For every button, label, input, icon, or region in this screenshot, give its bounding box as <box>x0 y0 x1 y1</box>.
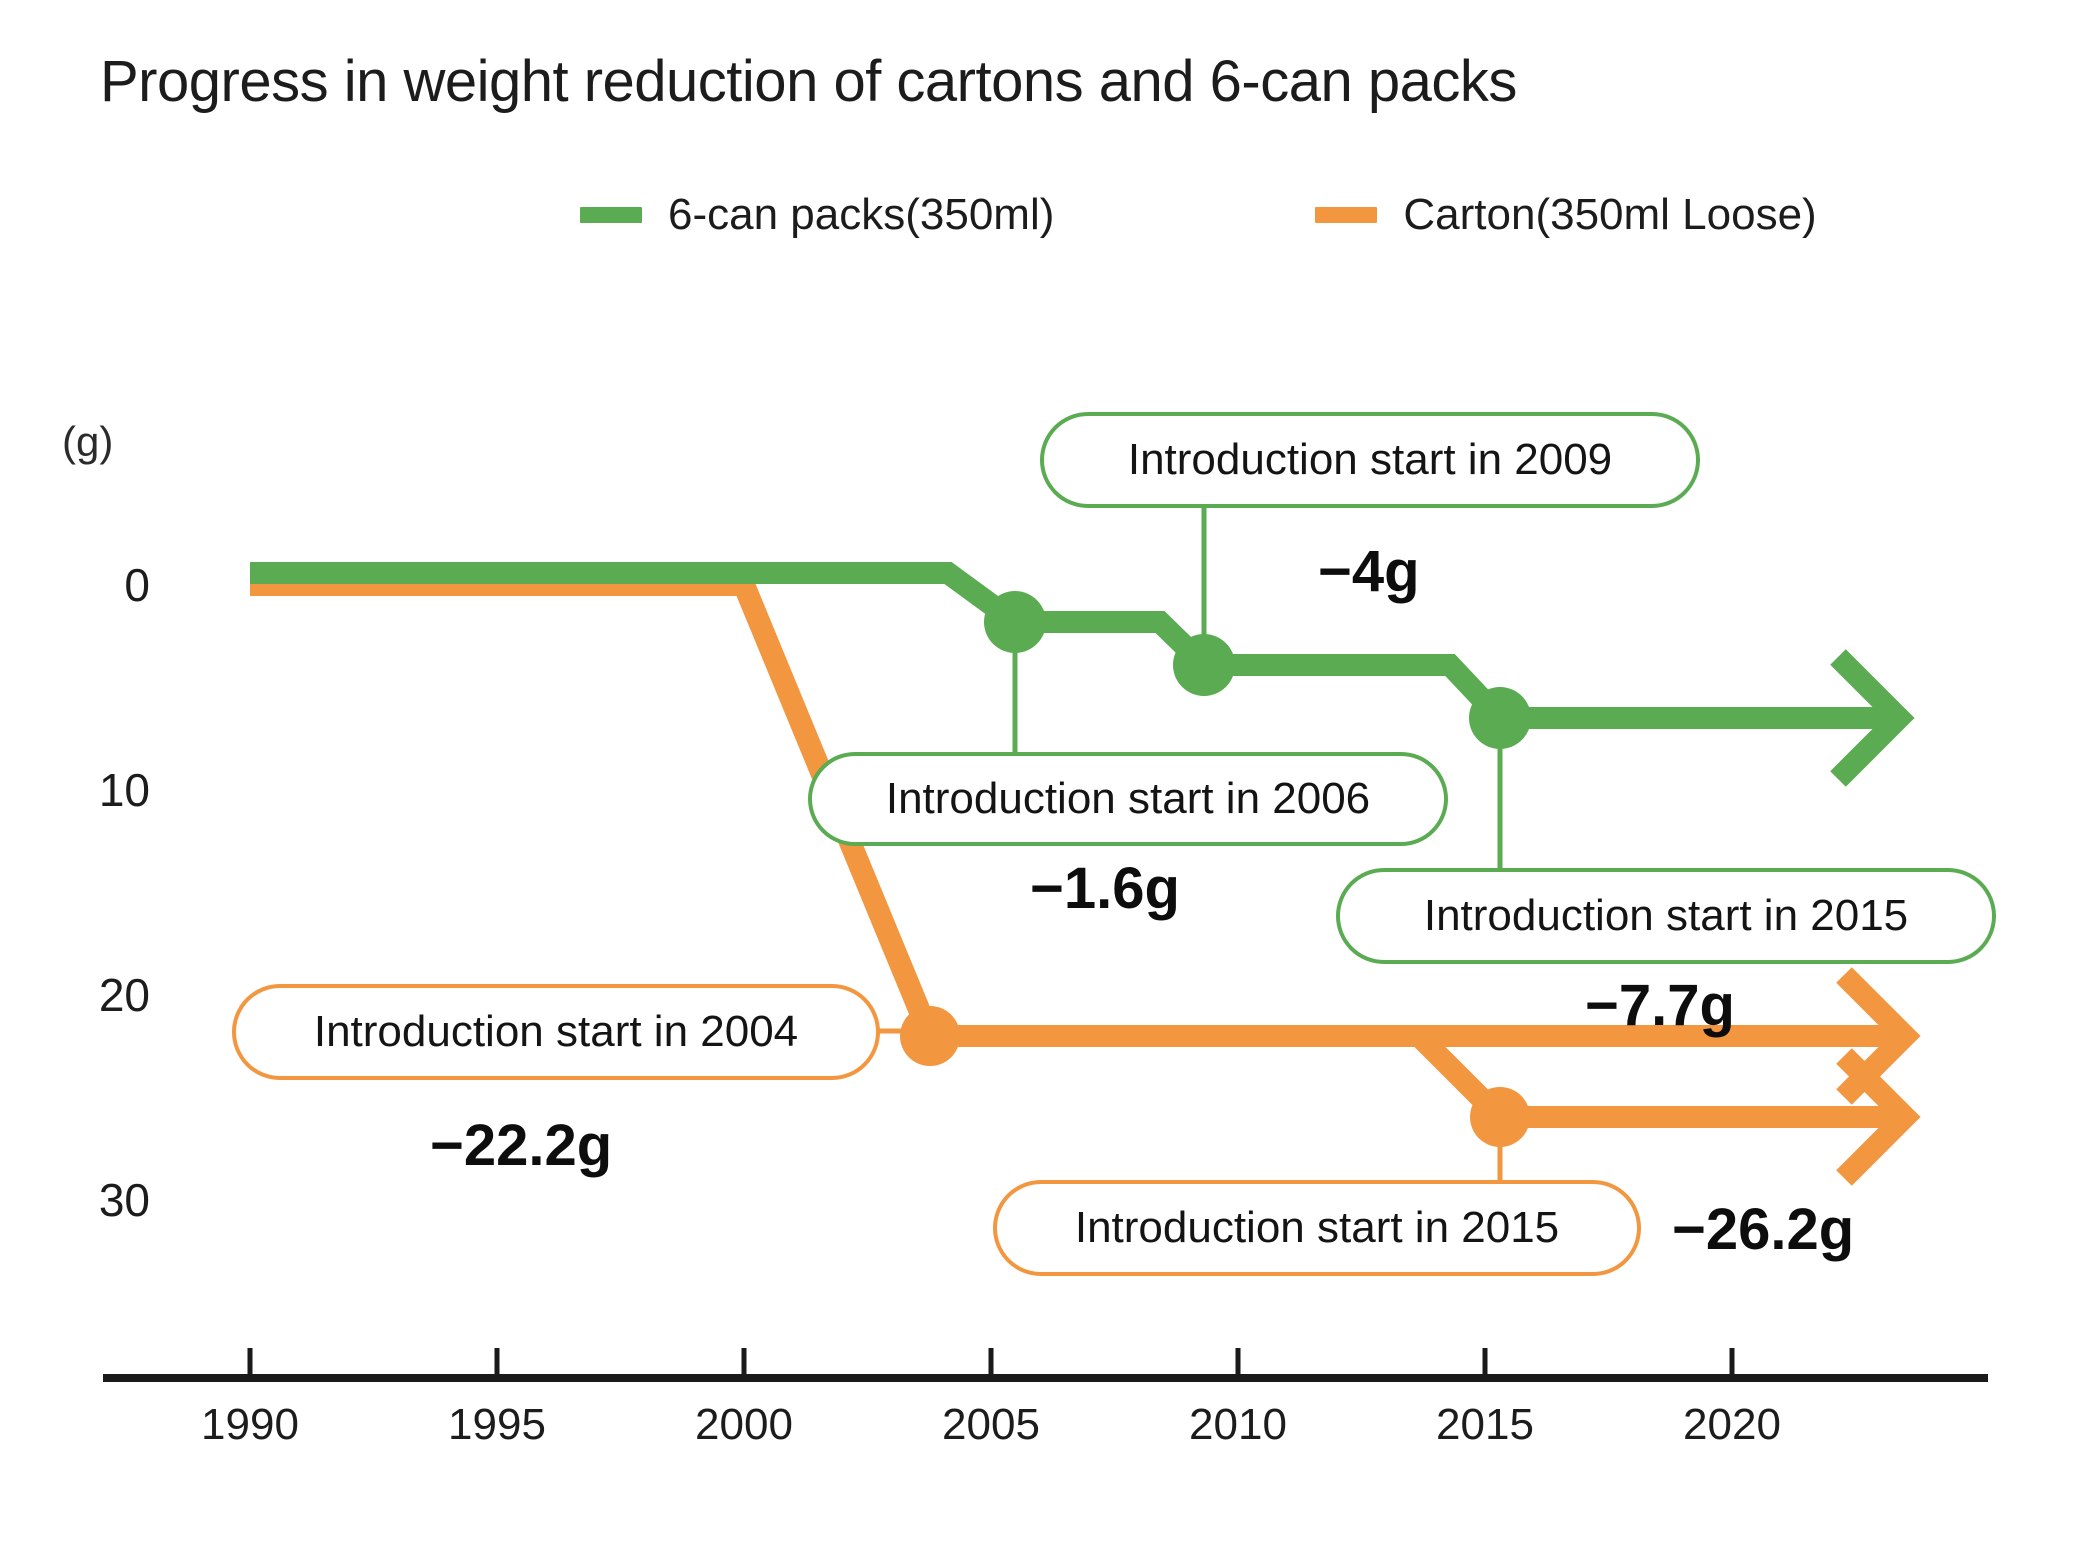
legend-item-6can[interactable]: 6-can packs(350ml) <box>580 190 1054 240</box>
carton-arrowhead2-icon <box>1836 1048 1921 1186</box>
page-title: Progress in weight reduction of cartons … <box>100 49 1517 114</box>
chart-legend: 6-can packs(350ml) Carton(350ml Loose) <box>580 190 1817 240</box>
sixcan-arrowhead-icon <box>1830 649 1915 787</box>
x-tick-1995: 1995 <box>448 1400 546 1449</box>
y-tick-30: 30 <box>98 1174 150 1226</box>
sixcan-marker-2015 <box>1469 687 1531 749</box>
y-tick-0: 0 <box>124 559 150 611</box>
delta-orange-2015: −26.2g <box>1672 1197 1855 1262</box>
sixcan-marker-2009 <box>1173 634 1235 696</box>
x-tick-2010: 2010 <box>1189 1400 1287 1449</box>
legend-label-carton: Carton(350ml Loose) <box>1403 190 1817 239</box>
delta-green-2006: −1.6g <box>1030 856 1180 921</box>
x-tick-2020: 2020 <box>1683 1400 1781 1449</box>
callout-green-2006[interactable]: Introduction start in 2006 <box>808 752 1448 846</box>
callout-orange-2015[interactable]: Introduction start in 2015 <box>993 1180 1641 1276</box>
sixcan-marker-2006 <box>984 591 1046 653</box>
x-tick-2000: 2000 <box>695 1400 793 1449</box>
callout-green-2009[interactable]: Introduction start in 2009 <box>1040 412 1700 508</box>
callout-orange-2004[interactable]: Introduction start in 2004 <box>232 984 880 1080</box>
carton-line-steps <box>733 580 1907 1128</box>
carton-marker-2015 <box>1470 1087 1530 1147</box>
x-tick-1990: 1990 <box>201 1400 299 1449</box>
legend-swatch-orange-icon <box>1315 207 1378 223</box>
x-tick-2005: 2005 <box>942 1400 1040 1449</box>
y-axis-unit-label: (g) <box>62 418 114 465</box>
legend-swatch-green-icon <box>580 207 642 223</box>
carton-marker-2004 <box>900 1006 960 1066</box>
legend-label-6can: 6-can packs(350ml) <box>668 190 1055 239</box>
y-tick-20: 20 <box>98 969 150 1021</box>
delta-green-2015: −7.7g <box>1585 973 1735 1038</box>
delta-green-2009: −4g <box>1318 539 1420 604</box>
x-tick-2015: 2015 <box>1436 1400 1534 1449</box>
delta-orange-2004: −22.2g <box>430 1113 613 1178</box>
legend-item-carton[interactable]: Carton(350ml Loose) <box>1315 190 1817 240</box>
callout-green-2015[interactable]: Introduction start in 2015 <box>1336 868 1996 964</box>
series-6can <box>250 562 1915 787</box>
y-tick-10: 10 <box>98 764 150 816</box>
x-axis-ticks <box>247 1348 1735 1378</box>
